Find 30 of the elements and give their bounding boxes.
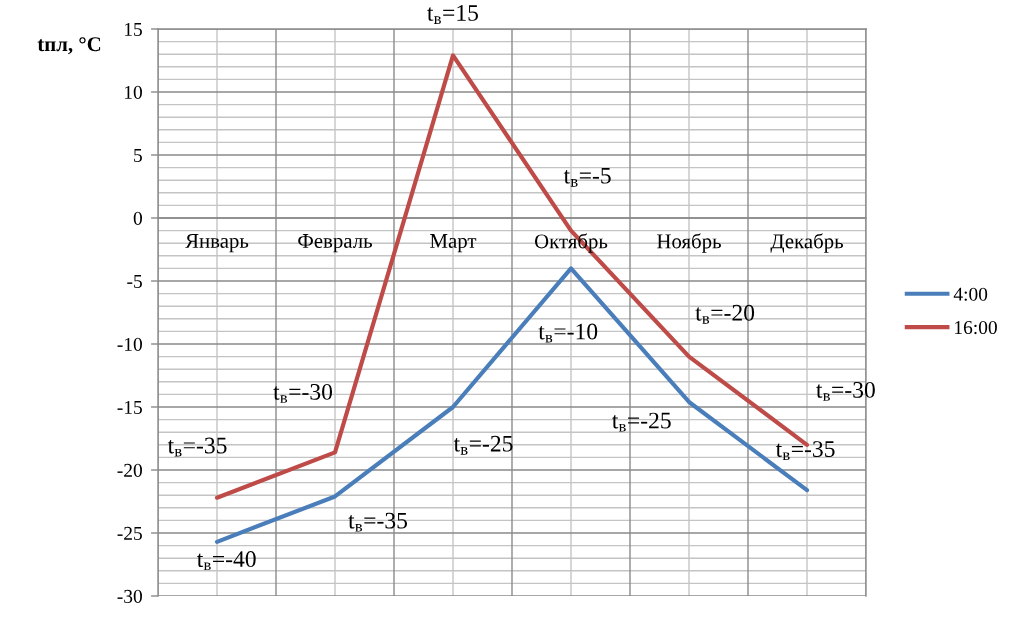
- annotation: t$_{в}$=-40: [196, 551, 256, 571]
- x-tick-label: Февраль: [298, 234, 373, 253]
- annotation: t$_{в}$=-5: [563, 167, 611, 187]
- annotation: t$_{в}$=-35: [775, 441, 835, 461]
- annotation: t$_{в}$=-25: [612, 412, 671, 432]
- y-tick-label: 0: [133, 211, 142, 225]
- y-axis-title: tпл, °C: [37, 37, 101, 55]
- y-tick-label: -5: [127, 275, 142, 288]
- legend-label: 16:00: [955, 320, 997, 335]
- annotation: t$_{в}$=-30: [273, 383, 333, 403]
- x-tick-label: Ноябрь: [657, 233, 721, 253]
- annotation: t$_{в}$=15: [427, 5, 479, 24]
- y-tick-label: -20: [117, 463, 142, 477]
- annotation: t$_{в}$=-25: [453, 435, 513, 455]
- y-tick-label: -25: [117, 526, 142, 540]
- y-tick-label: -15: [117, 400, 142, 414]
- annotation: t$_{в}$=-10: [538, 323, 598, 343]
- y-tick-label: 5: [134, 149, 142, 162]
- annotation: t$_{в}$=-20: [695, 304, 755, 324]
- x-tick-label: Март: [430, 234, 477, 253]
- y-tick-label: -30: [117, 589, 142, 603]
- annotation: t$_{в}$=-30: [816, 381, 875, 401]
- x-tick-label: Январь: [185, 234, 249, 253]
- x-tick-label: Декабрь: [770, 233, 844, 253]
- annotation: t$_{в}$=-35: [348, 512, 408, 532]
- y-tick-label: 15: [124, 22, 142, 36]
- y-tick-label: -10: [117, 337, 142, 351]
- y-tick-label: 10: [124, 85, 142, 99]
- annotation: t$_{в}$=-35: [167, 437, 227, 457]
- legend-label: 4:00: [953, 287, 988, 301]
